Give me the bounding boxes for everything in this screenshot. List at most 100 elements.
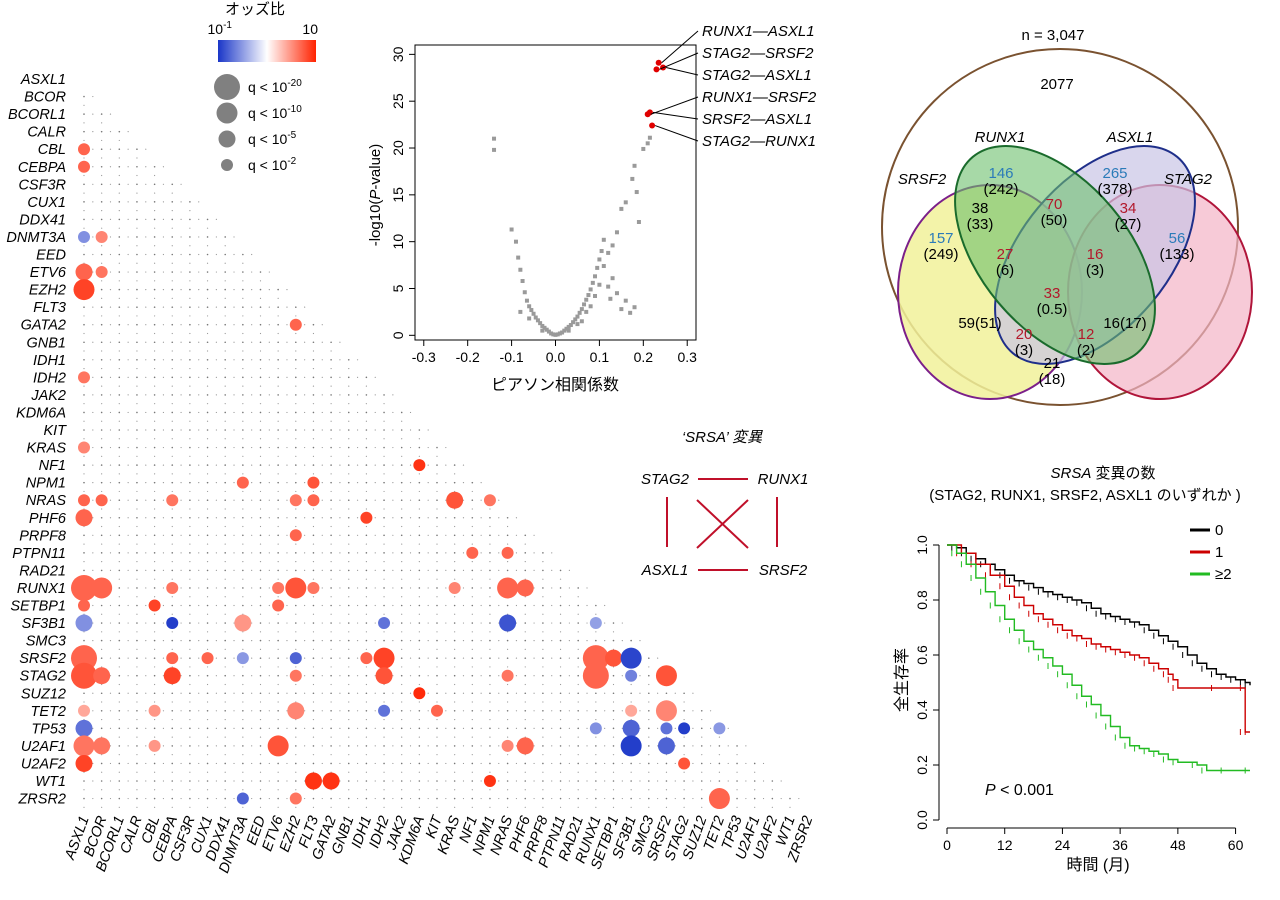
grid-dot bbox=[595, 806, 597, 808]
grid-dot bbox=[118, 622, 121, 624]
odds-dot-kras-asxl1 bbox=[78, 441, 90, 454]
grid-dot bbox=[577, 639, 579, 642]
grid-dot bbox=[259, 543, 262, 545]
grid-dot bbox=[92, 622, 94, 624]
grid-dot bbox=[162, 394, 165, 396]
grid-dot bbox=[92, 236, 94, 238]
grid-dot bbox=[683, 754, 685, 756]
grid-dot bbox=[401, 596, 403, 598]
grid-dot bbox=[127, 797, 129, 800]
grid-dot bbox=[489, 648, 491, 650]
grid-dot bbox=[136, 376, 138, 379]
venn-region-value: 56 bbox=[1169, 230, 1186, 247]
grid-dot bbox=[559, 604, 562, 607]
grid-dot bbox=[383, 762, 385, 765]
grid-dot bbox=[568, 675, 570, 677]
grid-dot bbox=[83, 569, 85, 572]
pair-label: RUNX1—SRSF2 bbox=[702, 89, 817, 106]
grid-dot bbox=[233, 552, 235, 554]
grid-dot bbox=[136, 359, 138, 361]
grid-dot bbox=[612, 683, 615, 686]
grid-dot bbox=[489, 797, 491, 800]
grid-dot bbox=[312, 727, 315, 730]
grid-dot bbox=[507, 666, 509, 668]
grid-dot bbox=[153, 780, 156, 782]
grid-dot bbox=[242, 315, 244, 317]
grid-dot bbox=[330, 394, 332, 396]
grid-dot bbox=[330, 639, 332, 642]
grid-dot bbox=[418, 587, 421, 589]
grid-dot bbox=[595, 604, 597, 607]
grid-dot bbox=[100, 692, 103, 695]
grid-dot bbox=[259, 718, 262, 721]
grid-dot bbox=[224, 657, 226, 659]
size-legend-label: q < 10-2 bbox=[248, 156, 297, 173]
grid-dot bbox=[286, 306, 288, 308]
grid-dot bbox=[215, 376, 217, 378]
grid-dot bbox=[295, 490, 297, 493]
grid-dot bbox=[700, 762, 703, 765]
grid-dot bbox=[559, 639, 562, 642]
grid-dot bbox=[198, 499, 200, 501]
grid-dot bbox=[171, 806, 173, 808]
grid-dot bbox=[577, 780, 579, 782]
grid-dot bbox=[401, 438, 403, 440]
grid-dot bbox=[454, 718, 456, 721]
grid-dot bbox=[506, 710, 509, 712]
grid-dot bbox=[206, 797, 209, 800]
grid-dot bbox=[171, 473, 173, 475]
grid-dot bbox=[356, 359, 359, 361]
grid-dot bbox=[206, 806, 209, 808]
grid-dot bbox=[171, 262, 173, 264]
row-label-flt3: FLT3 bbox=[33, 300, 66, 316]
grid-dot bbox=[215, 341, 217, 343]
grid-dot bbox=[524, 727, 527, 730]
gray-point bbox=[575, 322, 580, 327]
grid-dot bbox=[100, 376, 103, 379]
grid-dot bbox=[436, 481, 438, 484]
grid-dot bbox=[277, 797, 279, 800]
grid-dot bbox=[568, 745, 570, 747]
grid-dot bbox=[118, 350, 120, 352]
grid-dot bbox=[92, 446, 94, 449]
grid-dot bbox=[198, 692, 200, 694]
grid-dot bbox=[365, 683, 367, 686]
grid-dot bbox=[242, 508, 244, 510]
grid-dot bbox=[127, 236, 129, 238]
grid-dot bbox=[489, 806, 491, 808]
grid-dot bbox=[251, 762, 253, 765]
row-label-u2af1: U2AF1 bbox=[21, 739, 66, 755]
grid-dot bbox=[312, 754, 315, 756]
grid-dot bbox=[100, 130, 103, 133]
grid-dot bbox=[330, 797, 332, 800]
grid-dot bbox=[383, 797, 385, 800]
grid-dot bbox=[259, 359, 262, 361]
grid-dot bbox=[277, 569, 279, 572]
grid-dot bbox=[153, 306, 156, 308]
grid-dot bbox=[630, 789, 632, 791]
odds-dot-tp53-srsf2 bbox=[660, 722, 673, 735]
grid-dot bbox=[383, 639, 385, 642]
grid-dot bbox=[242, 323, 244, 326]
grid-dot bbox=[127, 657, 129, 659]
grid-dot bbox=[453, 622, 456, 624]
grid-dot bbox=[145, 745, 147, 747]
grid-dot bbox=[206, 288, 209, 291]
grid-dot bbox=[400, 516, 403, 519]
grid-dot bbox=[100, 464, 103, 466]
grid-dot bbox=[365, 438, 367, 440]
grid-dot bbox=[92, 359, 94, 361]
row-label-etv6: ETV6 bbox=[30, 265, 67, 281]
grid-dot bbox=[145, 499, 147, 501]
gray-point bbox=[553, 332, 558, 337]
grid-dot bbox=[206, 420, 209, 422]
grid-dot bbox=[445, 692, 447, 694]
grid-dot bbox=[339, 394, 341, 396]
grid-dot bbox=[365, 648, 367, 650]
grid-dot bbox=[489, 569, 491, 572]
grid-dot bbox=[648, 736, 650, 738]
grid-dot bbox=[365, 780, 368, 782]
grid-dot bbox=[304, 376, 306, 378]
grid-dot bbox=[304, 604, 306, 607]
row-label-csf3r: CSF3R bbox=[18, 177, 66, 193]
